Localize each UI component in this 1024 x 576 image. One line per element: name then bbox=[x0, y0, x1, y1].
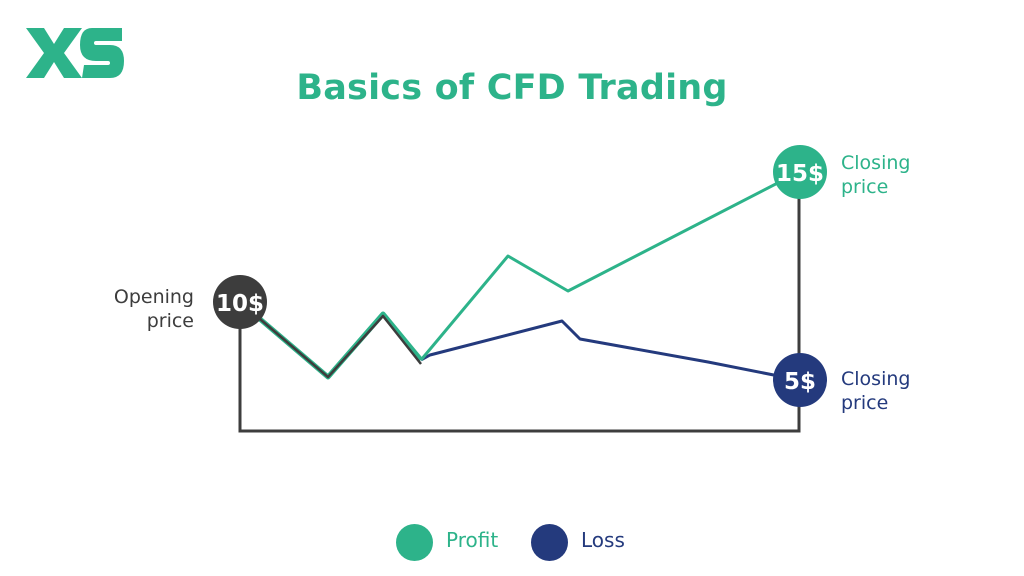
legend-profit-swatch bbox=[396, 524, 433, 561]
profit-closing-value: 15$ bbox=[776, 161, 824, 187]
legend-loss-label: Loss bbox=[581, 528, 625, 552]
opening-price-value: 10$ bbox=[216, 291, 264, 317]
price-bracket bbox=[238, 172, 801, 433]
xs-logo bbox=[26, 28, 124, 78]
loss-closing-value: 5$ bbox=[784, 369, 816, 395]
legend-profit-label: Profit bbox=[446, 528, 499, 552]
loss-closing-node: 5$ bbox=[773, 353, 827, 407]
profit-closing-node: 15$ bbox=[773, 145, 827, 199]
shared-path-green bbox=[238, 300, 423, 380]
shared-path-dark bbox=[239, 301, 422, 379]
loss-line bbox=[420, 319, 800, 382]
opening-price-node: 10$ bbox=[213, 275, 267, 329]
opening-price-label: Opening price bbox=[113, 286, 194, 332]
profit-closing-label: Closing price bbox=[841, 152, 911, 198]
loss-closing-label: Closing price bbox=[841, 368, 911, 414]
page-title: Basics of CFD Trading bbox=[296, 68, 728, 108]
legend: Profit Loss bbox=[0, 520, 1024, 564]
legend-loss-swatch bbox=[531, 524, 568, 561]
profit-line bbox=[419, 170, 800, 361]
